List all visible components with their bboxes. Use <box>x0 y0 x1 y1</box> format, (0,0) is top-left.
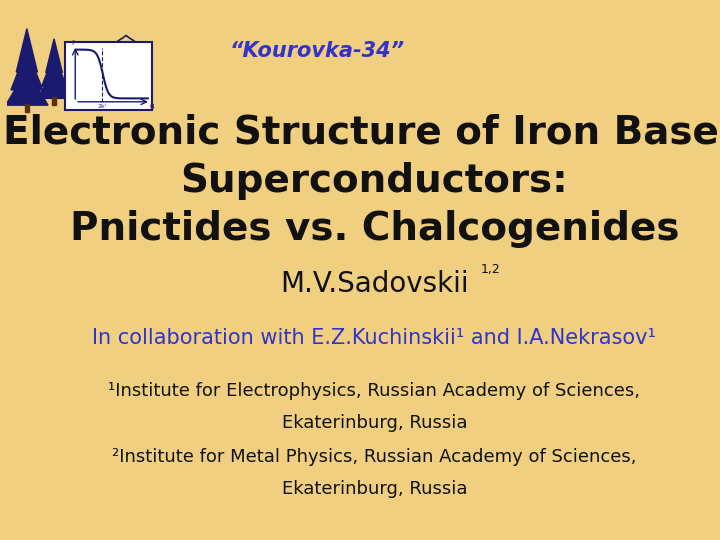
Bar <box>65 42 153 110</box>
Text: q: q <box>150 103 154 109</box>
Polygon shape <box>37 71 71 98</box>
Polygon shape <box>52 97 56 105</box>
Text: Electronic Structure of Iron Based: Electronic Structure of Iron Based <box>3 113 720 151</box>
Text: f: f <box>72 40 74 46</box>
Text: Superconductors:: Superconductors: <box>181 162 568 200</box>
Polygon shape <box>11 49 42 90</box>
Text: ¹Institute for Electrophysics, Russian Academy of Sciences,: ¹Institute for Electrophysics, Russian A… <box>109 382 640 401</box>
Text: Ekaterinburg, Russia: Ekaterinburg, Russia <box>282 414 467 432</box>
Text: ²Institute for Metal Physics, Russian Academy of Sciences,: ²Institute for Metal Physics, Russian Ac… <box>112 448 636 466</box>
Polygon shape <box>17 29 37 72</box>
Text: Pnictides vs. Chalcogenides: Pnictides vs. Chalcogenides <box>70 211 679 248</box>
Polygon shape <box>42 55 66 86</box>
Text: 1,2: 1,2 <box>481 264 500 276</box>
Polygon shape <box>24 104 29 112</box>
Text: In collaboration with E.Z.Kuchinskii¹ and I.A.Nekrasov¹: In collaboration with E.Z.Kuchinskii¹ an… <box>92 327 657 348</box>
Polygon shape <box>46 39 63 72</box>
Text: 2kⁱ: 2kⁱ <box>98 104 107 109</box>
Text: M.V.Sadovskii: M.V.Sadovskii <box>280 269 469 298</box>
Polygon shape <box>6 70 48 105</box>
Text: “Kourovka-34”: “Kourovka-34” <box>229 41 405 62</box>
Text: Ekaterinburg, Russia: Ekaterinburg, Russia <box>282 480 467 497</box>
